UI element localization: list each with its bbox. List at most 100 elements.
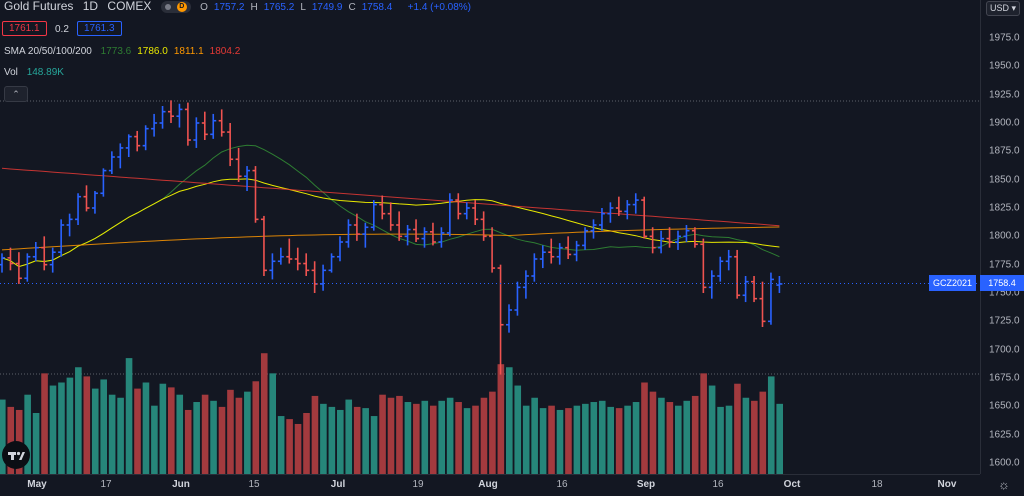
time-tick-label: 16 — [712, 479, 724, 490]
volume-bar — [666, 402, 674, 474]
volume-bar — [303, 413, 310, 474]
volume-bar — [514, 385, 522, 474]
collapse-legend-button[interactable]: ⌃ — [4, 86, 28, 102]
volume-bar — [252, 381, 260, 474]
currency-selector[interactable]: USD ▾ — [986, 1, 1021, 16]
volume-bar — [117, 397, 124, 474]
volume-bar — [168, 387, 175, 474]
sma-value: 1786.0 — [137, 46, 168, 57]
volume-bar — [404, 402, 412, 474]
ohlc-value: 1757.2 — [213, 2, 245, 13]
time-tick-label: 17 — [100, 479, 112, 490]
price-chart[interactable] — [0, 0, 980, 474]
volume-bar — [193, 402, 200, 474]
volume-bar — [480, 397, 488, 474]
change-value: +1.4 (+0.08%) — [407, 2, 472, 13]
volume-bar — [708, 385, 716, 474]
time-tick-label: May — [27, 479, 47, 490]
ohlc-value: 1765.2 — [263, 2, 295, 13]
price-tick-label: 1675.0 — [989, 372, 1020, 384]
volume-bar — [539, 408, 547, 474]
volume-bar — [83, 376, 91, 474]
volume-bar — [396, 395, 403, 474]
volume-bar — [159, 383, 167, 474]
sma-value: 1811.1 — [173, 46, 204, 57]
price-tick-label: 1825.0 — [989, 202, 1020, 214]
volume-bar — [598, 400, 606, 474]
volume-bar — [387, 397, 395, 474]
price-tick-label: 1925.0 — [989, 89, 1020, 101]
currency-label: USD — [990, 3, 1010, 13]
volume-bar — [691, 395, 699, 474]
volume-bar — [624, 405, 631, 474]
sma-legend[interactable]: SMA 20/50/100/200 1773.6 1786.0 1811.1 1804… — [4, 46, 240, 57]
tradingview-logo[interactable] — [2, 441, 30, 469]
volume-bar — [210, 400, 217, 474]
volume-bar — [294, 423, 302, 474]
volume-bar — [641, 382, 648, 474]
volume-bar — [108, 394, 116, 474]
buy-price-button[interactable]: 1761.3 — [77, 21, 122, 36]
tradingview-logo-icon — [8, 451, 25, 460]
volume-bar — [328, 406, 336, 474]
volume-bar — [607, 406, 614, 474]
volume-bar — [235, 397, 243, 474]
volume-bar — [649, 391, 657, 474]
ohlc-key: O — [200, 2, 208, 13]
volume-bar — [244, 391, 251, 474]
volume-legend[interactable]: Vol 148.89K — [4, 67, 64, 78]
volume-bar — [421, 400, 429, 474]
symbol-name[interactable]: Gold Futures — [4, 0, 74, 13]
volume-bar — [776, 403, 783, 474]
volume-bar — [151, 405, 158, 474]
volume-bar — [438, 400, 445, 474]
ohlc-value: 1758.4 — [361, 2, 393, 13]
market-status-toggle[interactable]: D — [160, 0, 191, 13]
price-tick-label: 1650.0 — [989, 400, 1020, 412]
volume-bar — [717, 406, 724, 474]
time-axis[interactable]: May 17 Jun 15 Jul 19 Aug 16 Sep 16 Oct 18 Nov — [0, 474, 980, 496]
time-tick-label: Oct — [783, 479, 801, 490]
volume-bar — [379, 394, 386, 474]
volume-bar — [573, 405, 581, 474]
volume-bar — [472, 405, 479, 474]
ohlc-key: H — [250, 2, 258, 13]
price-tick-label: 1600.0 — [989, 457, 1020, 469]
sma-value: 1804.2 — [209, 46, 241, 57]
volume-bar — [277, 416, 285, 474]
volume-bar — [632, 402, 640, 474]
volume-bar — [531, 397, 538, 474]
volume-bar — [590, 402, 598, 474]
sma-values: 1773.6 1786.0 1811.1 1804.2 — [95, 46, 241, 57]
volume-bar — [759, 391, 767, 474]
ohlc-value: 1749.9 — [311, 2, 343, 13]
time-tick-label: Jul — [330, 479, 346, 490]
price-tick-label: 1875.0 — [989, 145, 1020, 157]
volume-bar — [7, 406, 15, 474]
spread-value: 0.2 — [55, 24, 69, 35]
price-tick-label: 1625.0 — [989, 429, 1020, 441]
volume-bar — [700, 373, 707, 474]
symbol-legend: Gold Futures 1D COMEX D O 1757.2 H 1765.2 L 1… — [4, 0, 477, 13]
ohlc-key: C — [348, 2, 356, 13]
volume-bar — [49, 385, 57, 474]
symbol-price-tag: GCZ2021 — [929, 275, 977, 292]
sma-value: 1773.6 — [100, 46, 132, 57]
price-axis[interactable]: 1975.0 1950.0 1925.0 1900.0 1875.0 1850.0 1825… — [980, 0, 1024, 474]
price-tick-label: 1850.0 — [989, 174, 1020, 186]
ohlc-values: O 1757.2 H 1765.2 L 1749.9 C 1758.4 — [200, 0, 398, 13]
volume-bar — [446, 397, 454, 474]
sell-price-button[interactable]: 1761.1 — [2, 21, 47, 36]
price-tick-label: 1800.0 — [989, 230, 1020, 242]
interval-label[interactable]: 1D — [82, 0, 99, 13]
sma-label: SMA 20/50/100/200 — [4, 46, 92, 57]
volume-bar — [91, 388, 99, 474]
volume-bar — [353, 406, 361, 474]
volume-bar — [100, 379, 107, 474]
time-tick-label: Sep — [636, 479, 656, 490]
volume-bar — [455, 402, 462, 474]
gear-icon[interactable]: ☼ — [998, 477, 1010, 492]
volume-bar — [32, 413, 40, 474]
price-tick-label: 1775.0 — [989, 259, 1020, 271]
